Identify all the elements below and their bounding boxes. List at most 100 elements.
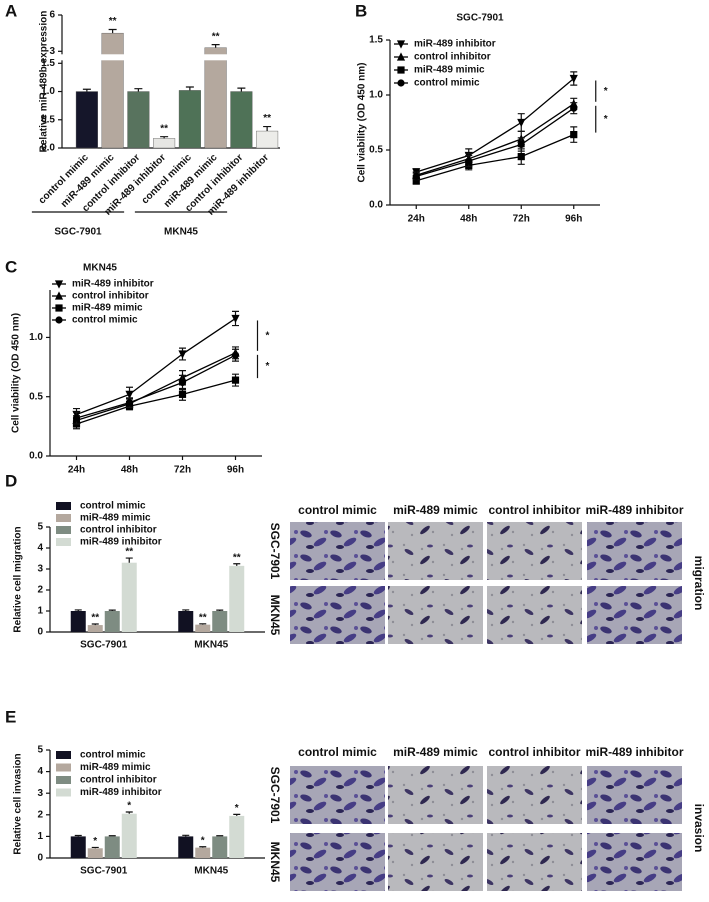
y-tick-label: 1: [37, 831, 43, 842]
significance: *: [266, 330, 270, 341]
micrograph: [487, 522, 582, 580]
x-tick-label: 24h: [68, 465, 85, 476]
marker: [465, 157, 473, 165]
x-tick-label: 72h: [513, 214, 530, 225]
legend-label: control mimic: [414, 78, 480, 89]
marker: [396, 40, 406, 49]
y-tick-label: 2: [37, 585, 43, 596]
bar: [195, 847, 211, 858]
marker: [55, 304, 63, 312]
y-tick-label: 4: [37, 543, 43, 554]
column-label: miR-489 inhibitor: [585, 745, 683, 759]
bar: [104, 836, 120, 858]
y-tick-label: 5: [37, 522, 43, 533]
marker: [125, 399, 134, 407]
side-label: invasion: [692, 804, 706, 853]
error-bar: [216, 609, 224, 611]
error-bar: [237, 87, 246, 92]
error-bar: [160, 136, 169, 139]
marker: [517, 140, 525, 149]
series-line: [416, 134, 575, 182]
legend-label: miR-489 inhibitor: [80, 787, 162, 798]
error-bar: [263, 125, 272, 132]
error-bar: [199, 623, 207, 625]
y-tick-label: 3: [37, 788, 43, 799]
series-line: [76, 354, 236, 419]
error-bar: [91, 623, 99, 626]
y-tick-label: 0.5: [41, 114, 55, 125]
y-tick-label: 0.0: [41, 143, 55, 154]
column-label: miR-489 mimic: [393, 745, 478, 759]
error-bar: [91, 846, 99, 849]
legend-label: control mimic: [80, 750, 146, 761]
y-tick-label: 5: [37, 745, 43, 756]
marker: [412, 177, 420, 185]
bar: [230, 91, 253, 149]
y-tick-label: 1.0: [29, 332, 43, 343]
significance: *: [235, 803, 239, 814]
legend-label: miR-489 inhibitor: [80, 537, 162, 548]
micrograph: [388, 522, 483, 580]
legend-swatch: [56, 538, 71, 546]
significance: **: [109, 16, 117, 27]
legend-label: control inhibitor: [80, 775, 157, 786]
marker: [397, 66, 405, 74]
marker: [178, 390, 187, 398]
x-tick-label: 24h: [408, 214, 425, 225]
micrograph: [290, 833, 385, 891]
legend-label: control mimic: [72, 315, 138, 326]
marker: [178, 350, 187, 359]
error-bar: [108, 28, 117, 34]
error-bar: [108, 609, 116, 611]
column-label: control inhibitor: [489, 745, 581, 759]
significance: **: [233, 552, 241, 563]
y-tick-label: 0.5: [369, 145, 383, 156]
bar: [178, 836, 194, 858]
error-bar: [233, 813, 241, 816]
bar: [195, 624, 211, 632]
significance: *: [604, 114, 608, 125]
error-bar: [182, 834, 190, 837]
significance: **: [263, 113, 271, 124]
panel-letter: E: [5, 707, 16, 726]
bar: [87, 625, 103, 632]
y-tick-label: 1.0: [369, 90, 383, 101]
row-label: SGC-7901: [268, 523, 282, 580]
panel-letter: B: [355, 1, 367, 20]
legend-label: miR-489 mimic: [414, 65, 485, 76]
y-axis-label: Relative cell invasion: [13, 753, 24, 854]
micrograph: [388, 766, 483, 824]
panel-letter: D: [5, 471, 17, 490]
y-axis-label: Relative miR-489b expression: [39, 11, 50, 153]
bar: [87, 848, 103, 858]
y-tick-label: 6: [49, 10, 55, 21]
significance: *: [266, 361, 270, 372]
y-axis-label: Relative cell migration: [13, 526, 24, 632]
series-line: [416, 103, 575, 176]
x-tick-label: SGC-7901: [80, 640, 128, 651]
legend-label: miR-489 mimic: [80, 513, 151, 524]
marker: [178, 378, 187, 387]
column-label: control inhibitor: [489, 503, 581, 517]
marker: [54, 291, 64, 300]
marker: [231, 314, 240, 324]
bar: [229, 815, 245, 858]
bar: [75, 91, 98, 149]
x-tick-label: 96h: [227, 465, 244, 476]
marker: [396, 52, 406, 61]
marker: [72, 414, 81, 422]
micrograph: [587, 586, 682, 644]
marker: [412, 172, 420, 180]
legend-swatch: [56, 526, 71, 534]
micrograph: [487, 586, 582, 644]
y-tick-label: 4: [37, 766, 43, 777]
legend-label: miR-489 inhibitor: [72, 279, 154, 290]
micrograph: [290, 586, 385, 644]
column-label: miR-489 inhibitor: [585, 503, 683, 517]
micrograph: [290, 522, 385, 580]
legend-swatch: [56, 751, 71, 759]
series-line: [76, 352, 236, 422]
row-label: MKN45: [268, 842, 282, 883]
marker: [54, 280, 64, 289]
y-tick-label: 1.5: [369, 35, 383, 46]
